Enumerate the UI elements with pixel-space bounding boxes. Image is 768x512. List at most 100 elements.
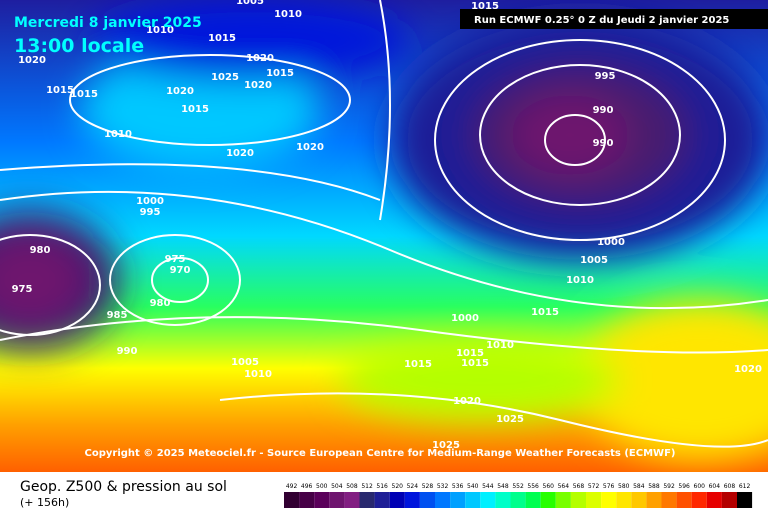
color-cell [616, 492, 632, 508]
isobar-label: 1020 [166, 86, 194, 97]
isobar-label: 980 [30, 245, 51, 256]
run-box [460, 9, 768, 29]
level-label: 572 [588, 483, 600, 490]
color-cell [586, 492, 602, 508]
level-label: 500 [316, 483, 328, 490]
isobar-label: 1015 [461, 358, 489, 369]
isobar-label: 1020 [296, 142, 324, 153]
isobar-label: 1015 [531, 307, 559, 318]
level-label: 504 [331, 483, 343, 490]
color-cell [435, 492, 451, 508]
color-cell [299, 492, 315, 508]
color-cell [480, 492, 496, 508]
level-label: 532 [437, 483, 449, 490]
isobar-label: 1020 [734, 364, 762, 375]
isobars [0, 0, 768, 447]
level-label: 612 [739, 483, 751, 490]
forecast-date: Mercredi 8 janvier 2025 [14, 15, 202, 31]
isobar-label: 1015 [456, 348, 484, 359]
isobar-label: 1015 [181, 104, 209, 115]
level-label: 560 [543, 483, 555, 490]
level-label: 536 [452, 483, 464, 490]
isobar-label: 1020 [453, 396, 481, 407]
color-cell [555, 492, 571, 508]
isobar-label: 990 [593, 105, 614, 116]
color-cell [661, 492, 677, 508]
forecast-time: 13:00 locale [14, 35, 144, 57]
isobar-label: 1025 [432, 440, 460, 451]
isobar-label: 1015 [404, 359, 432, 370]
level-label: 524 [407, 483, 419, 490]
level-label: 520 [392, 483, 404, 490]
isobar-label: 1000 [597, 237, 625, 248]
isobar-label: 1010 [244, 369, 272, 380]
color-cell [495, 492, 511, 508]
level-label: 544 [482, 483, 494, 490]
color-cell [374, 492, 390, 508]
isobar-label: 1020 [246, 53, 274, 64]
level-label: 540 [467, 483, 479, 490]
color-cell [631, 492, 647, 508]
legend-title: Geop. Z500 & pression au sol [20, 479, 227, 495]
isobar-label: 1020 [18, 55, 46, 66]
color-cell [737, 492, 753, 508]
level-label: 608 [724, 483, 736, 490]
level-label: 512 [361, 483, 373, 490]
color-cell [344, 492, 360, 508]
isobar-label: 1010 [486, 340, 514, 351]
color-cell [329, 492, 345, 508]
isobar-label: 975 [12, 284, 33, 295]
isobar-label: 985 [107, 310, 128, 321]
isobar-label: 990 [593, 138, 614, 149]
copyright: Copyright © 2025 Meteociel.fr - Source E… [85, 448, 676, 459]
color-cell [419, 492, 435, 508]
isobar-label: 1025 [211, 72, 239, 83]
isobar-label: 1010 [104, 129, 132, 140]
isobar-label: 1010 [146, 25, 174, 36]
color-cell [706, 492, 722, 508]
level-label: 580 [618, 483, 630, 490]
level-label: 600 [694, 483, 706, 490]
isobar-label: 1015 [70, 89, 98, 100]
colorbar: 492 496 500 504 508 512 516 520 524 528 532 536 540 5… [284, 483, 753, 508]
color-cell [525, 492, 541, 508]
color-cell [450, 492, 466, 508]
isobar-label: 975 [165, 254, 186, 265]
color-cell [570, 492, 586, 508]
level-label: 568 [573, 483, 585, 490]
color-cell [691, 492, 707, 508]
isobar-label: 1015 [208, 33, 236, 44]
isobar-label: 1005 [231, 357, 259, 368]
color-cell [676, 492, 692, 508]
level-label: 492 [286, 483, 298, 490]
isobar-label: 995 [595, 71, 616, 82]
isobar-label: 1025 [496, 414, 524, 425]
level-label: 528 [422, 483, 434, 490]
isobar-label: 1005 [236, 0, 264, 7]
isobar-label: 1010 [274, 9, 302, 20]
isobar-label: 970 [170, 265, 191, 276]
color-cell [465, 492, 481, 508]
color-cell [510, 492, 526, 508]
level-label: 576 [603, 483, 615, 490]
color-cell [404, 492, 420, 508]
isobar-label: 1015 [266, 68, 294, 79]
color-cell [601, 492, 617, 508]
level-label: 588 [648, 483, 660, 490]
level-label: 604 [709, 483, 721, 490]
isobar-label: 1000 [451, 313, 479, 324]
isobar-label: 1000 [136, 196, 164, 207]
color-cell [540, 492, 556, 508]
isobar-label: 1020 [244, 80, 272, 91]
color-cell [721, 492, 737, 508]
level-label: 508 [346, 483, 358, 490]
level-label: 552 [512, 483, 524, 490]
level-label: 564 [558, 483, 570, 490]
isobar-label: 1010 [566, 275, 594, 286]
isobar-label: 980 [150, 298, 171, 309]
isobar-label: 1005 [580, 255, 608, 266]
isobar-label: 1015 [46, 85, 74, 96]
